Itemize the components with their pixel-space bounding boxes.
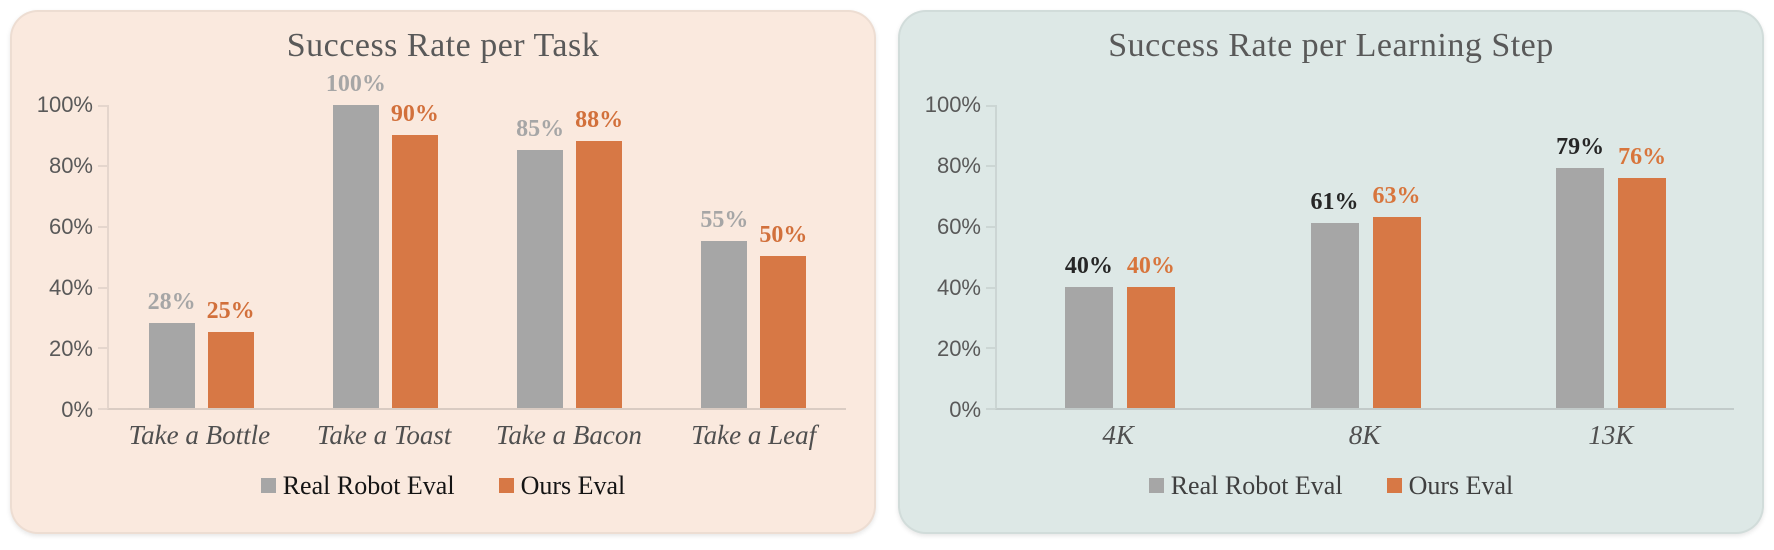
bar: 79%: [1556, 134, 1605, 408]
y-axis-tick-label: 40%: [936, 274, 981, 300]
y-axis-tick-mark: [986, 407, 995, 410]
y-axis-tick-label: 80%: [48, 152, 93, 178]
learning-step-chart-bars: 40% 40% 61% 63% 79% 76%: [997, 105, 1734, 408]
bar-value-label: 28%: [147, 288, 196, 315]
y-axis-tick-label: 20%: [936, 335, 981, 361]
y-axis-tick-label: 20%: [48, 335, 93, 361]
legend-item: Ours Eval: [1386, 470, 1514, 501]
bar-group: 40% 40%: [997, 105, 1243, 408]
bar-value-label: 50%: [759, 222, 808, 249]
legend-item: Ours Eval: [498, 470, 626, 501]
y-axis-tick-mark: [986, 286, 995, 289]
bar-value-label: 63%: [1372, 182, 1421, 209]
legend-swatch-icon: [260, 478, 276, 494]
y-axis-tick-mark: [98, 286, 107, 289]
bar: 90%: [391, 101, 439, 408]
y-axis-tick-mark: [98, 165, 107, 168]
y-axis-tick-mark: [986, 104, 995, 107]
y-axis-tick-label: 40%: [48, 274, 93, 300]
x-axis-category-label: 8K: [1348, 419, 1381, 450]
legend-swatch-icon: [1148, 478, 1164, 494]
bar-value-label: 90%: [390, 101, 439, 128]
task-chart-legend: Real Robot Eval Ours Eval: [12, 471, 874, 501]
bar-value-label: 55%: [700, 207, 749, 234]
x-axis-category-label: Take a Bottle: [128, 419, 271, 450]
legend-label: Ours Eval: [520, 470, 626, 500]
legend-label: Ours Eval: [1408, 470, 1514, 500]
bar: 55%: [700, 207, 748, 408]
bar: 50%: [759, 222, 807, 408]
task-chart-plot-area: 28% 25% 100% 90% 85% 88% 55% 50%: [98, 71, 846, 410]
bar-group: 61% 63%: [1243, 105, 1489, 408]
task-chart-card: Success Rate per Task 100% 80% 60% 40% 20% 0%…: [10, 10, 876, 534]
bar-value-label: 40%: [1064, 252, 1113, 279]
x-axis-category-label: 4K: [1102, 419, 1134, 450]
y-axis-tick-label: 0%: [949, 396, 981, 422]
bar-group: 85% 88%: [478, 105, 662, 408]
task-chart-plot: 100% 80% 60% 40% 20% 0% 28% 25% 100% 90% 85% 88% 55…: [12, 71, 874, 422]
bar-group: 79% 76%: [1488, 105, 1734, 408]
learning-step-chart-card: Success Rate per Learning Step 100% 80% 60…: [898, 10, 1764, 534]
bar: 63%: [1372, 183, 1421, 408]
bar: 25%: [207, 298, 255, 408]
bar-value-label: 61%: [1310, 188, 1359, 215]
bar: 85%: [516, 116, 564, 408]
legend-label: Real Robot Eval: [282, 470, 455, 500]
bar-value-label: 76%: [1618, 143, 1667, 170]
bar: 28%: [148, 289, 196, 408]
bar-value-label: 88%: [575, 107, 624, 134]
y-axis-tick-label: 60%: [48, 213, 93, 239]
y-axis-tick-label: 100%: [36, 91, 93, 117]
task-chart-x-axis: Take a Bottle Take a Toast Take a Bacon Tak…: [107, 420, 846, 451]
y-axis-tick-label: 100%: [924, 91, 981, 117]
legend-item: Real Robot Eval: [260, 470, 455, 501]
y-axis-tick-mark: [986, 165, 995, 168]
y-axis-tick-mark: [98, 347, 107, 350]
legend-label: Real Robot Eval: [1170, 470, 1343, 500]
bar: 88%: [575, 107, 623, 408]
x-axis-category-label: Take a Bacon: [495, 419, 642, 450]
task-chart-y-axis: 100% 80% 60% 40% 20% 0%: [12, 92, 107, 422]
learning-step-chart-title: Success Rate per Learning Step: [1108, 27, 1554, 64]
legend-item: Real Robot Eval: [1148, 470, 1343, 501]
task-chart-bars: 28% 25% 100% 90% 85% 88% 55% 50%: [109, 71, 846, 408]
bar-value-label: 79%: [1556, 134, 1605, 161]
y-axis-tick-mark: [986, 347, 995, 350]
learning-step-chart-legend: Real Robot Eval Ours Eval: [900, 471, 1762, 501]
learning-step-chart-plot: 100% 80% 60% 40% 20% 0% 40% 40% 61% 63% 79% 76%: [900, 92, 1762, 422]
y-axis-tick-label: 60%: [936, 213, 981, 239]
y-axis-tick-mark: [98, 407, 107, 410]
x-axis-category-label: Take a Toast: [316, 419, 452, 450]
legend-swatch-icon: [498, 478, 514, 494]
bar: 76%: [1618, 144, 1667, 408]
y-axis-tick-mark: [98, 104, 107, 107]
bar-value-label: 25%: [206, 298, 255, 325]
learning-step-chart-plot-area: 40% 40% 61% 63% 79% 76%: [986, 104, 1734, 410]
y-axis-tick-mark: [98, 225, 107, 228]
bar-value-label: 100%: [325, 70, 386, 97]
y-axis-tick-mark: [986, 225, 995, 228]
bar-value-label: 85%: [516, 116, 565, 143]
bar-group: 28% 25%: [109, 105, 293, 408]
learning-step-chart-y-axis: 100% 80% 60% 40% 20% 0%: [900, 92, 995, 422]
task-chart-title: Success Rate per Task: [286, 27, 600, 64]
bar-value-label: 40%: [1126, 252, 1175, 279]
bar: 40%: [1126, 253, 1175, 408]
y-axis-tick-label: 80%: [936, 152, 981, 178]
y-axis-tick-label: 0%: [61, 396, 93, 422]
bar: 100%: [326, 71, 386, 408]
bar: 61%: [1310, 189, 1359, 408]
bar-group: 100% 90%: [293, 71, 477, 408]
learning-step-chart-x-axis: 4K 8K 13K: [995, 420, 1734, 451]
bar: 40%: [1064, 253, 1113, 408]
x-axis-category-label: Take a Leaf: [691, 419, 817, 450]
legend-swatch-icon: [1386, 478, 1402, 494]
bar-group: 55% 50%: [662, 105, 846, 408]
x-axis-category-label: 13K: [1588, 419, 1634, 450]
